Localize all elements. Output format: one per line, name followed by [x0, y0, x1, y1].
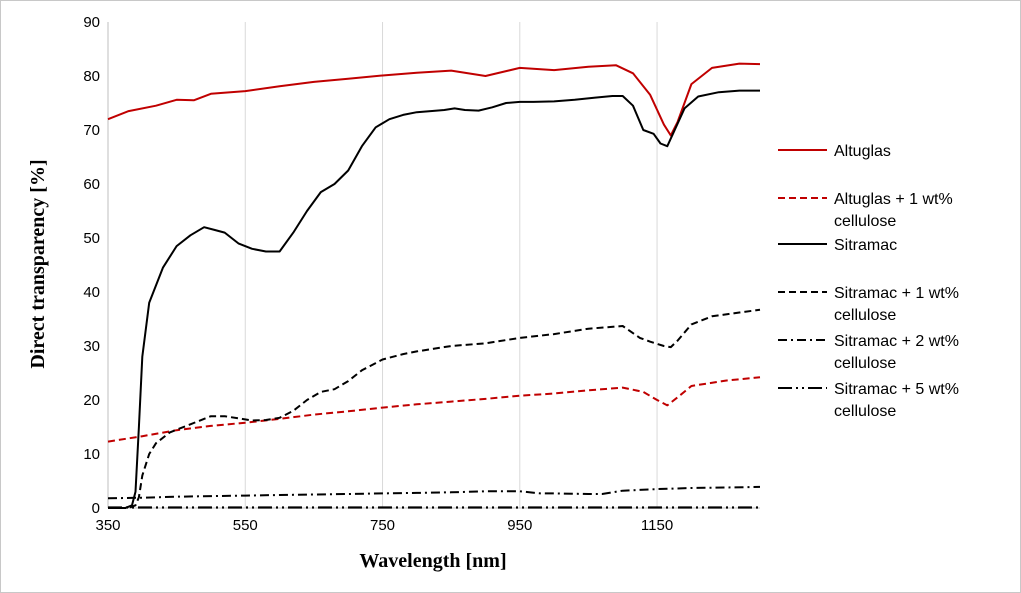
- legend-label-line: cellulose: [834, 307, 896, 324]
- series-line-2: [107, 376, 761, 443]
- x-tick-label: 950: [507, 517, 532, 534]
- tick-labels: 350 550 750 950 1150 0 10 20 30 40 50 60 70 80 90: [83, 14, 673, 534]
- x-tick-label: 1150: [641, 517, 673, 534]
- legend-label-5: Sitramac + 2 wt% cellulose: [834, 333, 959, 372]
- grid-lines: [244, 22, 658, 508]
- legend-label-2: Altuglas + 1 wt% cellulose: [834, 191, 953, 230]
- series-line-5: [107, 485, 761, 500]
- y-tick-label: 50: [83, 230, 100, 247]
- legend-label-line: Altuglas + 1 wt%: [834, 191, 953, 208]
- legend-label-3: Sitramac: [834, 237, 897, 254]
- legend-label-line: Sitramac + 5 wt%: [834, 381, 959, 398]
- y-tick-label: 70: [83, 122, 100, 139]
- legend-label-6: Sitramac + 5 wt% cellulose: [834, 381, 959, 420]
- x-axis-title: Wavelength [nm]: [359, 550, 506, 572]
- legend-label-line: cellulose: [834, 355, 896, 372]
- legend-label-line: Sitramac: [834, 237, 897, 254]
- y-axis-title: Direct transparency [%]: [27, 159, 49, 368]
- series-lines: [107, 62, 761, 509]
- legend-label-line: cellulose: [834, 403, 896, 420]
- legend-label-4: Sitramac + 1 wt% cellulose: [834, 285, 959, 324]
- legend-label-line: cellulose: [834, 213, 896, 230]
- legend-label-1: Altuglas: [834, 143, 891, 160]
- x-tick-label: 350: [95, 517, 120, 534]
- legend-label-line: Altuglas: [834, 143, 891, 160]
- legend-label-line: Sitramac + 1 wt%: [834, 285, 959, 302]
- legend-label-line: Sitramac + 2 wt%: [834, 333, 959, 350]
- y-tick-label: 40: [83, 284, 100, 301]
- y-tick-label: 30: [83, 338, 100, 355]
- series-line-4: [108, 308, 761, 509]
- series-line-1: [107, 62, 761, 137]
- y-tick-label: 60: [83, 176, 100, 193]
- y-tick-label: 80: [83, 68, 100, 85]
- y-tick-label: 90: [83, 14, 100, 31]
- y-tick-label: 0: [92, 500, 100, 517]
- series-line-3: [108, 89, 760, 509]
- x-tick-label: 750: [370, 517, 395, 534]
- y-tick-label: 20: [83, 392, 100, 409]
- x-tick-label: 550: [233, 517, 258, 534]
- y-tick-label: 10: [83, 446, 100, 463]
